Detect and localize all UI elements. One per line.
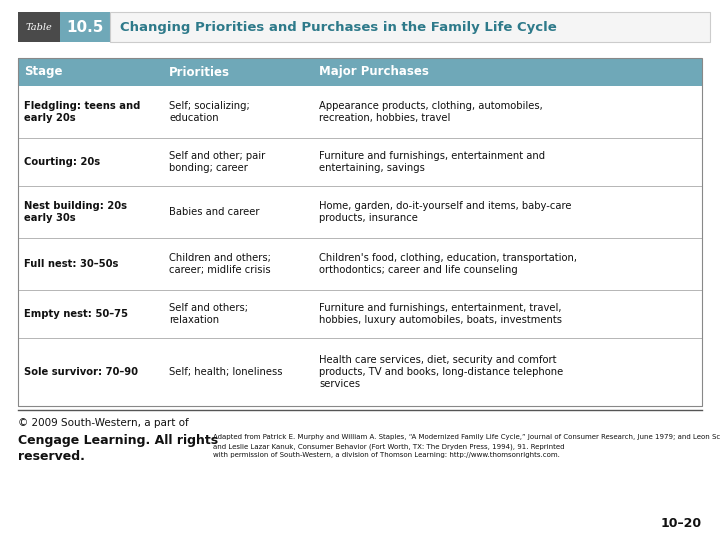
- Text: Self and others;
relaxation: Self and others; relaxation: [169, 303, 248, 325]
- Text: Cengage Learning. All rights: Cengage Learning. All rights: [18, 434, 218, 447]
- Text: Health care services, diet, security and comfort
products, TV and books, long-di: Health care services, diet, security and…: [319, 355, 563, 389]
- Text: Table: Table: [26, 23, 53, 31]
- Bar: [60, 12, 110, 42]
- Text: Appearance products, clothing, automobiles,
recreation, hobbies, travel: Appearance products, clothing, automobil…: [319, 101, 543, 123]
- Text: Courting: 20s: Courting: 20s: [24, 157, 100, 167]
- Text: Furniture and furnishings, entertainment, travel,
hobbies, luxury automobiles, b: Furniture and furnishings, entertainment…: [319, 303, 562, 325]
- Text: 10.5: 10.5: [66, 19, 104, 35]
- Text: Priorities: Priorities: [169, 65, 230, 78]
- Bar: [110, 12, 710, 42]
- Text: Children's food, clothing, education, transportation,
orthodontics; career and l: Children's food, clothing, education, tr…: [319, 253, 577, 275]
- Text: Home, garden, do-it-yourself and items, baby-care
products, insurance: Home, garden, do-it-yourself and items, …: [319, 201, 572, 223]
- Text: Furniture and furnishings, entertainment and
entertaining, savings: Furniture and furnishings, entertainment…: [319, 151, 545, 173]
- Text: Children and others;
career; midlife crisis: Children and others; career; midlife cri…: [169, 253, 271, 275]
- Bar: [18, 58, 702, 86]
- Text: Adapted from Patrick E. Murphy and William A. Staples, “A Modernized Family Life: Adapted from Patrick E. Murphy and Willi…: [213, 434, 720, 440]
- Text: Self and other; pair
bonding; career: Self and other; pair bonding; career: [169, 151, 265, 173]
- Text: Changing Priorities and Purchases in the Family Life Cycle: Changing Priorities and Purchases in the…: [120, 21, 557, 33]
- Text: Self; socializing;
education: Self; socializing; education: [169, 101, 250, 123]
- Bar: [18, 58, 702, 406]
- Text: and Leslie Lazar Kanuk, Consumer Behavior (Fort Worth, TX: The Dryden Press, 199: and Leslie Lazar Kanuk, Consumer Behavio…: [213, 443, 564, 449]
- Text: Nest building: 20s
early 30s: Nest building: 20s early 30s: [24, 201, 127, 223]
- Text: Full nest: 30–50s: Full nest: 30–50s: [24, 259, 118, 269]
- Text: Babies and career: Babies and career: [169, 207, 259, 217]
- Bar: [18, 12, 60, 42]
- Text: Major Purchases: Major Purchases: [319, 65, 429, 78]
- Text: Empty nest: 50–75: Empty nest: 50–75: [24, 309, 128, 319]
- Text: reserved.: reserved.: [18, 450, 85, 463]
- Text: with permission of South-Western, a division of Thomson Learning: http://www.tho: with permission of South-Western, a divi…: [213, 452, 560, 458]
- Text: Fledgling: teens and
early 20s: Fledgling: teens and early 20s: [24, 101, 140, 123]
- Text: Self; health; loneliness: Self; health; loneliness: [169, 367, 282, 377]
- Text: 10–20: 10–20: [661, 517, 702, 530]
- Text: © 2009 South-Western, a part of: © 2009 South-Western, a part of: [18, 418, 189, 428]
- Text: Stage: Stage: [24, 65, 63, 78]
- Text: Sole survivor: 70–90: Sole survivor: 70–90: [24, 367, 138, 377]
